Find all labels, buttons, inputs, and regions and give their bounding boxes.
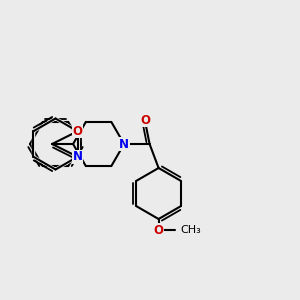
Text: N: N	[73, 150, 82, 163]
Text: O: O	[154, 224, 164, 237]
Text: CH₃: CH₃	[181, 225, 201, 236]
Text: N: N	[119, 137, 129, 151]
Text: O: O	[73, 125, 82, 138]
Text: O: O	[140, 113, 150, 127]
